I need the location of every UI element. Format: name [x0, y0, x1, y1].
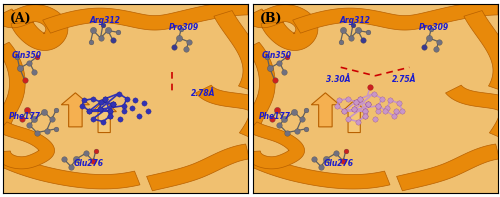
Polygon shape: [42, 1, 248, 33]
Text: 3.30Å: 3.30Å: [326, 75, 350, 84]
Text: Phe177: Phe177: [258, 112, 290, 121]
Polygon shape: [312, 93, 340, 127]
Polygon shape: [396, 144, 500, 191]
Text: 2.78Å: 2.78Å: [191, 89, 216, 98]
Polygon shape: [0, 42, 25, 128]
Polygon shape: [146, 144, 250, 191]
Text: Arg312: Arg312: [340, 16, 371, 24]
Text: Gln350: Gln350: [12, 51, 42, 60]
Text: (B): (B): [260, 11, 282, 24]
Polygon shape: [248, 153, 390, 189]
Text: 2.75Å: 2.75Å: [392, 75, 416, 84]
Text: Glu276: Glu276: [73, 159, 104, 168]
Polygon shape: [0, 122, 54, 169]
Polygon shape: [0, 5, 68, 50]
Text: Pro309: Pro309: [168, 23, 199, 32]
Polygon shape: [92, 100, 116, 133]
Text: Gln350: Gln350: [262, 51, 292, 60]
Text: Arg312: Arg312: [90, 16, 121, 24]
Polygon shape: [292, 1, 498, 33]
Polygon shape: [0, 153, 140, 189]
Polygon shape: [464, 11, 500, 92]
Polygon shape: [196, 85, 268, 140]
Polygon shape: [214, 11, 262, 92]
Text: (A): (A): [10, 11, 32, 24]
Text: Pro309: Pro309: [418, 23, 449, 32]
Polygon shape: [244, 42, 275, 128]
Polygon shape: [342, 100, 366, 133]
Polygon shape: [62, 93, 90, 127]
Polygon shape: [244, 122, 304, 169]
Polygon shape: [243, 5, 318, 50]
Text: Glu276: Glu276: [323, 159, 353, 168]
Text: Phe177: Phe177: [8, 112, 40, 121]
Polygon shape: [446, 85, 500, 140]
